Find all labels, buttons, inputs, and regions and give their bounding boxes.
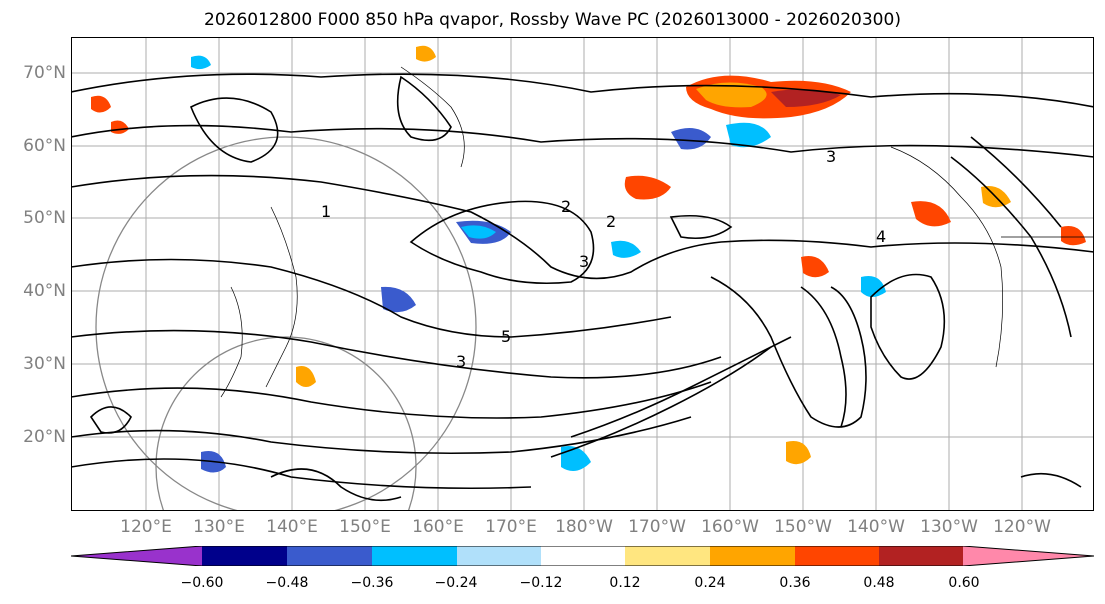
colorbar-segment xyxy=(71,546,202,566)
contour-label: 3 xyxy=(579,252,589,271)
lat-label-50n: 50°N xyxy=(23,208,66,228)
colorbar-tick: 0.36 xyxy=(779,575,811,591)
contour-lines xyxy=(71,73,1094,502)
lat-label-30n: 30°N xyxy=(23,354,66,374)
colorbar-segment xyxy=(372,546,457,566)
colorbar-segment xyxy=(202,546,287,566)
colorbar-tick: −0.12 xyxy=(519,575,563,591)
lon-label-170e: 170°E xyxy=(485,517,537,537)
lon-label-170w: 170°W xyxy=(628,517,686,537)
contour-label: 3 xyxy=(456,352,466,371)
contour-label: 1 xyxy=(321,202,331,221)
contour-label: 3 xyxy=(826,147,836,166)
colorbar-segment xyxy=(795,546,879,566)
lat-label-60n: 60°N xyxy=(23,136,66,156)
colorbar-tick: 0.12 xyxy=(609,575,641,591)
map-panel: 1 2 3 2 3 4 5 3 xyxy=(71,37,1094,511)
lon-label-120e: 120°E xyxy=(120,517,172,537)
lat-label-70n: 70°N xyxy=(23,63,66,83)
colorbar-tick: 0.24 xyxy=(694,575,726,591)
lon-label-120w: 120°W xyxy=(993,517,1051,537)
contour-label: 4 xyxy=(876,227,886,246)
lon-label-180w: 180°W xyxy=(555,517,613,537)
lon-label-140e: 140°E xyxy=(266,517,318,537)
lon-label-140w: 140°W xyxy=(847,517,905,537)
colorbar-tick: 0.48 xyxy=(863,575,895,591)
lon-label-150w: 150°W xyxy=(774,517,832,537)
colorbar-segment xyxy=(879,546,963,566)
map-title: 2026012800 F000 850 hPa qvapor, Rossby W… xyxy=(204,10,901,30)
lon-label-160e: 160°E xyxy=(412,517,464,537)
colorbar-segment xyxy=(963,546,1094,566)
colorbar-segment xyxy=(457,546,541,566)
colorbar-tick: −0.24 xyxy=(434,575,478,591)
lon-label-160w: 160°W xyxy=(701,517,759,537)
colorbar-tick: 0.60 xyxy=(948,575,980,591)
colorbar-tick: −0.60 xyxy=(180,575,224,591)
contour-label: 2 xyxy=(606,212,616,231)
colorbar-segment xyxy=(625,546,710,566)
colorbar-tick: −0.48 xyxy=(265,575,309,591)
colorbar-segment xyxy=(710,546,795,566)
colorbar-tick: −0.36 xyxy=(350,575,394,591)
reference-circles xyxy=(95,136,477,511)
lon-label-130w: 130°W xyxy=(920,517,978,537)
lon-label-150e: 150°E xyxy=(339,517,391,537)
coastlines xyxy=(220,66,1094,398)
lon-label-130e: 130°E xyxy=(193,517,245,537)
colorbar-segment xyxy=(541,546,625,566)
contour-label: 2 xyxy=(561,197,571,216)
colorbar xyxy=(71,546,1094,566)
contour-label: 5 xyxy=(501,327,511,346)
contour-label-group: 1 2 3 2 3 4 5 3 xyxy=(321,147,886,371)
lat-label-20n: 20°N xyxy=(23,427,66,447)
colorbar-segment xyxy=(287,546,372,566)
lat-label-40n: 40°N xyxy=(23,281,66,301)
